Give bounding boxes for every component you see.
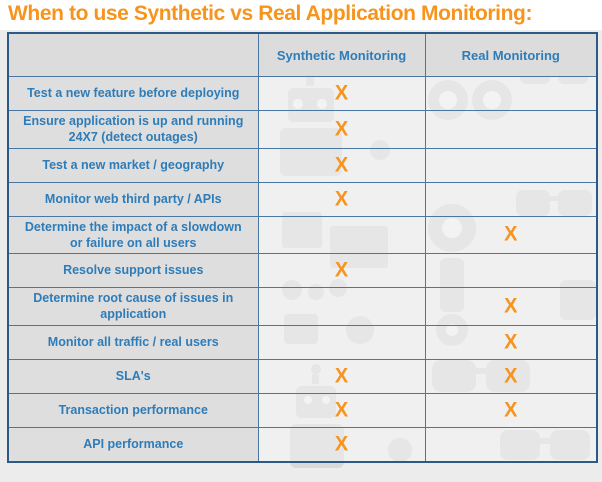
row-label: Monitor web third party / APIs: [44, 191, 222, 206]
row-label: Resolve support issues: [63, 263, 204, 278]
synthetic-mark-cell: X: [257, 147, 426, 183]
synthetic-mark-cell: [257, 287, 426, 326]
row-label: API performance: [83, 436, 184, 451]
column-header-real: Real Monitoring: [424, 32, 598, 77]
real-mark-cell: [424, 181, 598, 217]
x-mark: X: [504, 397, 518, 422]
row-label: Transaction performance: [58, 402, 208, 417]
row-label-cell: Ensure application is up and running 24X…: [7, 110, 259, 149]
comparison-table: Synthetic Monitoring Real Monitoring Tes…: [7, 32, 598, 463]
x-mark: X: [334, 363, 349, 388]
row-label-cell: Test a new market / geography: [7, 147, 259, 183]
x-mark: X: [334, 117, 349, 141]
row-label-cell: Test a new feature before deploying: [7, 76, 259, 111]
row-label: Determine root cause of issues in applic…: [33, 291, 234, 322]
x-mark: X: [334, 431, 349, 456]
table-body: Test a new feature before deploying X Ensu…: [7, 76, 598, 462]
real-mark-cell: X: [424, 215, 598, 254]
page-title: When to use Synthetic vs Real Applicatio…: [8, 2, 533, 25]
real-mark-cell: [424, 253, 598, 288]
row-label: Test a new feature before deploying: [27, 86, 240, 101]
row-label-cell: SLA's: [7, 358, 259, 394]
real-mark-cell: X: [424, 324, 598, 360]
x-mark: X: [504, 222, 518, 246]
synthetic-mark-cell: X: [257, 358, 426, 394]
x-mark: X: [504, 294, 518, 318]
synthetic-mark-cell: X: [257, 110, 426, 149]
table-row: Monitor web third party / APIs X: [7, 181, 598, 217]
x-mark: X: [334, 258, 349, 282]
column-header-synthetic: Synthetic Monitoring: [257, 32, 426, 77]
row-label-cell: Resolve support issues: [7, 253, 259, 288]
comparison-graphic: Synthetic Monitoring Real Monitoring Tes…: [0, 30, 602, 482]
real-mark-cell: X: [424, 358, 598, 394]
synthetic-mark-cell: X: [257, 181, 426, 217]
comparison-table-wrap: Synthetic Monitoring Real Monitoring Tes…: [7, 32, 598, 463]
real-mark-cell: [424, 76, 598, 111]
real-mark-cell: X: [424, 392, 598, 428]
synthetic-mark-cell: X: [257, 392, 426, 428]
synthetic-mark-cell: [257, 215, 426, 254]
column-header-usecase: [7, 32, 259, 77]
header-row: Synthetic Monitoring Real Monitoring: [7, 32, 598, 77]
table-row: Test a new feature before deploying X: [7, 76, 598, 111]
x-mark: X: [334, 81, 349, 105]
row-label-cell: Determine the impact of a slowdown or fa…: [7, 215, 259, 254]
table-row: Resolve support issues X: [7, 253, 598, 288]
column-header-real-label: Real Monitoring: [461, 47, 560, 63]
column-header-synthetic-label: Synthetic Monitoring: [276, 47, 407, 63]
x-mark: X: [334, 152, 349, 177]
synthetic-mark-cell: X: [257, 76, 426, 111]
real-mark-cell: X: [424, 287, 598, 326]
synthetic-mark-cell: X: [257, 253, 426, 288]
x-mark: X: [504, 363, 518, 388]
row-label-cell: API performance: [7, 426, 259, 462]
table-row: API performance X: [7, 426, 598, 462]
table-row: Determine root cause of issues in applic…: [7, 287, 598, 326]
row-label-cell: Monitor web third party / APIs: [7, 181, 259, 217]
table-row: SLA's X X: [7, 358, 598, 394]
real-mark-cell: [424, 147, 598, 183]
x-mark: X: [504, 329, 518, 354]
row-label-cell: Monitor all traffic / real users: [7, 324, 259, 360]
table-row: Determine the impact of a slowdown or fa…: [7, 215, 598, 254]
row-label: Monitor all traffic / real users: [47, 334, 219, 349]
table-row: Ensure application is up and running 24X…: [7, 110, 598, 149]
table-row: Monitor all traffic / real users X: [7, 324, 598, 360]
x-mark: X: [334, 397, 349, 422]
row-label-cell: Transaction performance: [7, 392, 259, 428]
real-mark-cell: [424, 110, 598, 149]
table-row: Transaction performance X X: [7, 392, 598, 428]
table-row: Test a new market / geography X: [7, 147, 598, 183]
synthetic-mark-cell: X: [257, 426, 426, 462]
row-label: Test a new market / geography: [42, 157, 225, 172]
row-label: Ensure application is up and running 24X…: [23, 114, 244, 145]
row-label: SLA's: [115, 368, 151, 383]
row-label-cell: Determine root cause of issues in applic…: [7, 287, 259, 326]
synthetic-mark-cell: [257, 324, 426, 360]
x-mark: X: [334, 186, 349, 211]
row-label: Determine the impact of a slowdown or fa…: [24, 219, 242, 250]
real-mark-cell: [424, 426, 598, 462]
